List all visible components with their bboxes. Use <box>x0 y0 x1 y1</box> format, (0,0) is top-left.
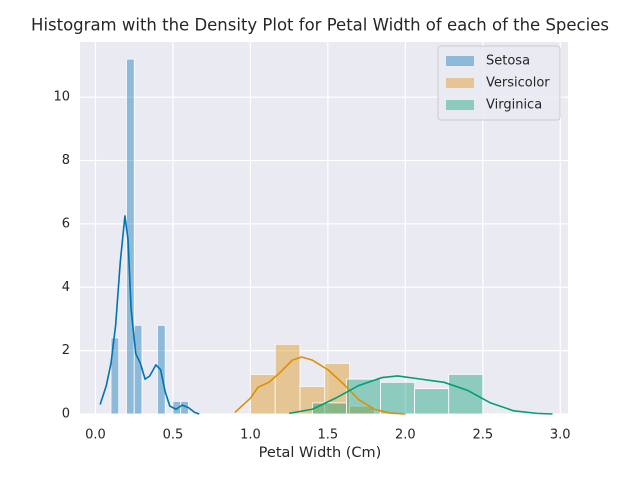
histogram-bar <box>126 58 135 415</box>
density-curve <box>99 215 200 415</box>
legend-swatch <box>446 78 474 88</box>
y-tick-label: 10 <box>53 90 70 105</box>
x-tick-label: 1.0 <box>240 428 261 443</box>
y-tick-label: 4 <box>62 280 70 295</box>
x-tick-label: 1.5 <box>318 428 339 443</box>
x-tick-label: 2.0 <box>395 428 416 443</box>
histogram-bar <box>448 373 484 415</box>
x-tick-label: 3.0 <box>550 428 571 443</box>
histogram-bar <box>380 381 416 415</box>
y-tick-label: 6 <box>62 216 70 231</box>
histogram-bar <box>414 388 450 415</box>
y-tick-label: 8 <box>62 153 70 168</box>
density-curve <box>234 356 406 415</box>
y-tick-label: 2 <box>62 343 70 358</box>
histogram-bar <box>274 343 301 415</box>
y-tick-label: 0 <box>62 407 70 422</box>
legend-label: Versicolor <box>486 76 550 91</box>
x-axis-label: Petal Width (Cm) <box>259 445 382 461</box>
x-tick-label: 0.5 <box>163 428 184 443</box>
legend-label: Setosa <box>486 54 530 69</box>
histogram-bar <box>346 378 381 415</box>
legend-label: Virginica <box>486 98 542 113</box>
histogram-bar <box>324 362 350 415</box>
histogram-bar <box>133 324 143 415</box>
density-curve <box>289 375 553 415</box>
chart-title: Histogram with the Density Plot for Peta… <box>31 16 609 35</box>
x-tick-label: 0.0 <box>85 428 106 443</box>
x-tick-label: 2.5 <box>472 428 493 443</box>
legend-swatch <box>446 100 474 110</box>
histogram-bar <box>311 402 347 415</box>
legend-swatch <box>446 56 474 66</box>
legend-box <box>437 45 561 121</box>
